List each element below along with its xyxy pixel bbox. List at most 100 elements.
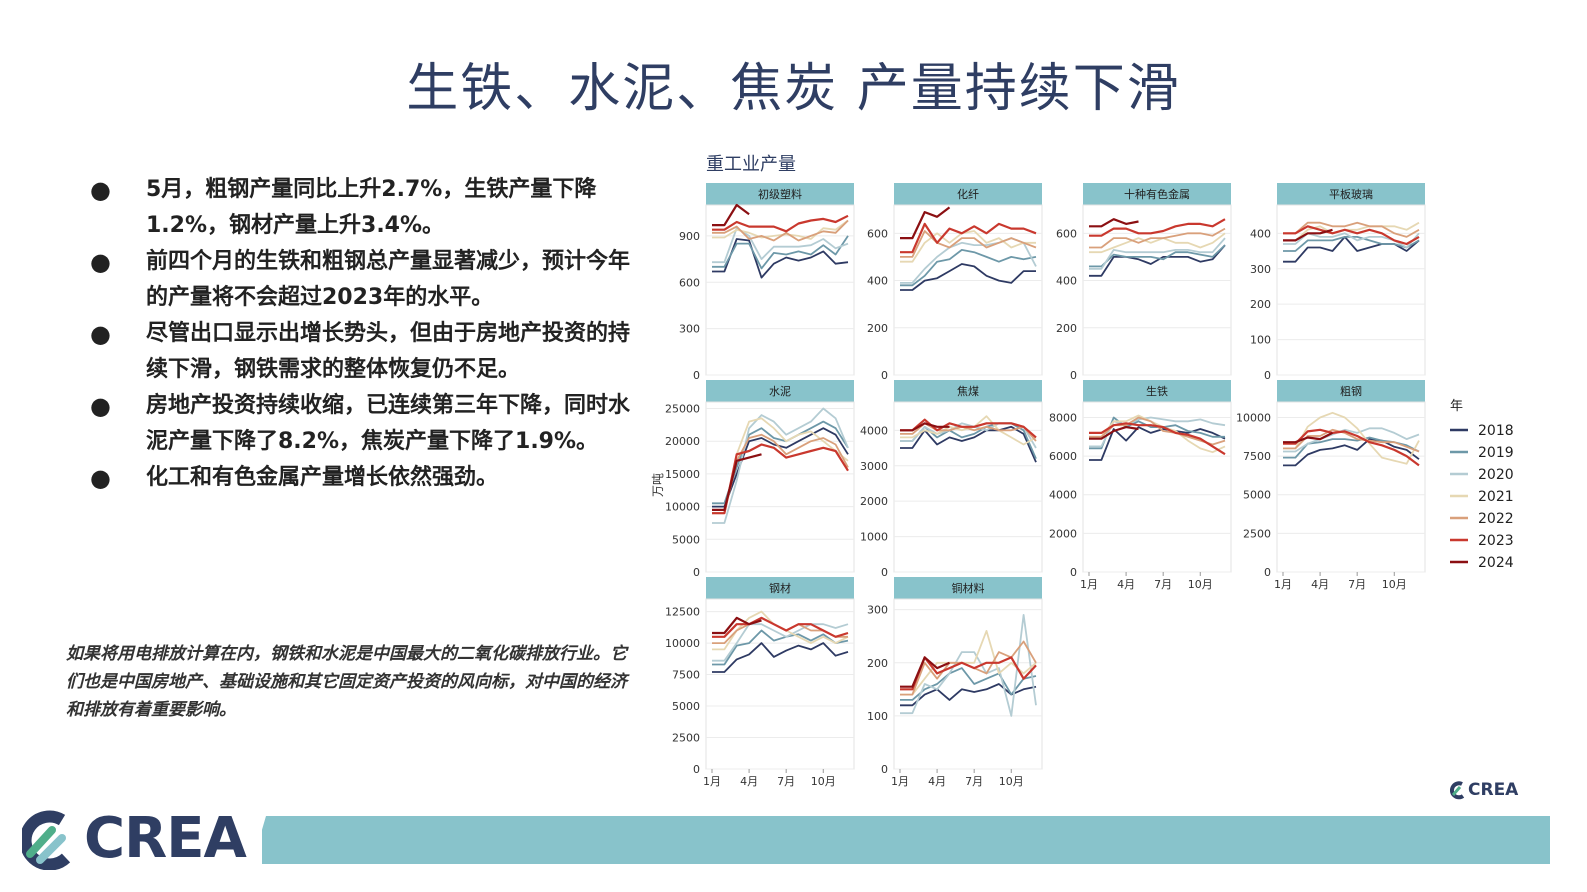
series-line-2023	[712, 214, 849, 233]
series-line-2023	[712, 616, 849, 638]
series-line-2024	[1089, 218, 1139, 228]
series-line-2019	[1089, 244, 1226, 268]
series-line-2024	[712, 203, 750, 227]
bullet-text: 房地产投资持续收缩，已连续第三年下降，同时水泥产量下降了8.2%，焦炭产量下降了…	[146, 393, 631, 454]
panel-title: 平板玻璃	[1329, 187, 1373, 201]
series-line-2019	[900, 249, 1037, 287]
legend-label: 2019	[1478, 445, 1514, 461]
legend-label: 2021	[1478, 489, 1514, 505]
y-tick-label: 20000	[665, 435, 700, 448]
small-logo-text: CREA	[1468, 780, 1519, 800]
series-line-2024	[900, 206, 951, 240]
y-tick-label: 200	[867, 657, 888, 670]
bullet-text: 化工和有色金属产量增长依然强劲。	[146, 465, 499, 490]
bullet-dot-icon: ●	[90, 176, 111, 204]
panel-strip	[706, 577, 854, 599]
panel-plot-area	[705, 598, 855, 770]
series-line-2020	[712, 227, 849, 264]
series-line-2024	[712, 453, 762, 511]
series-line-2021	[1283, 411, 1420, 465]
y-tick-label: 0	[881, 763, 888, 776]
series-line-2021	[900, 630, 1037, 696]
bullet-item: ● 前四个月的生铁和粗钢总产量显著减少，预计今年的产量将不会超过2023年的水平。	[80, 244, 640, 316]
x-tick-label: 7月	[965, 775, 983, 788]
panel-title: 水泥	[769, 385, 791, 398]
legend-title: 年	[1450, 399, 1463, 414]
y-tick-label: 0	[1070, 566, 1077, 579]
panel-title: 粗钢	[1340, 385, 1362, 398]
series-line-2021	[1283, 221, 1420, 242]
x-tick-label: 1月	[1274, 578, 1292, 591]
y-tick-label: 400	[1250, 227, 1271, 240]
bullet-dot-icon: ●	[90, 392, 111, 420]
panel-title: 十种有色金属	[1124, 187, 1190, 201]
bullet-item: ● 尽管出口显示出增长势头，但由于房地产投资的持续下滑，钢铁需求的整体恢复仍不足。	[80, 316, 640, 388]
panel-strip	[894, 380, 1042, 402]
x-tick-label: 4月	[928, 775, 946, 788]
series-line-2021	[712, 219, 849, 240]
y-tick-label: 0	[693, 566, 700, 579]
panel-strip	[1277, 380, 1425, 402]
series-line-2022	[712, 219, 849, 242]
y-tick-label: 25000	[665, 403, 700, 416]
y-tick-label: 5000	[672, 700, 700, 713]
y-tick-label: 400	[1056, 275, 1077, 288]
y-tick-label: 5000	[672, 533, 700, 546]
panel-strip	[894, 183, 1042, 205]
panel-title: 铜材料	[952, 581, 985, 595]
series-line-2023	[1089, 422, 1226, 456]
bullet-item: ● 房地产投资持续收缩，已连续第三年下降，同时水泥产量下降了8.2%，焦炭产量下降…	[80, 388, 640, 460]
y-tick-label: 2000	[860, 495, 888, 508]
y-tick-label: 4000	[860, 424, 888, 437]
page-title: 生铁、水泥、焦炭 产量持续下滑	[406, 59, 1181, 119]
series-line-2020	[712, 407, 849, 524]
y-tick-label: 2000	[1049, 527, 1077, 540]
y-tick-label: 6000	[1049, 450, 1077, 463]
y-tick-label: 200	[1056, 322, 1077, 335]
y-tick-label: 0	[1264, 566, 1271, 579]
series-line-2021	[1089, 414, 1226, 454]
panel-plot-area	[1276, 401, 1426, 573]
logo-text: CREA	[84, 806, 247, 871]
y-tick-label: 10000	[665, 501, 700, 514]
y-tick-label: 300	[679, 323, 700, 336]
y-axis-label: 万吨	[651, 473, 665, 497]
x-tick-label: 7月	[1348, 578, 1366, 591]
x-tick-label: 1月	[703, 775, 721, 788]
series-line-2023	[712, 443, 849, 515]
y-tick-label: 200	[1250, 298, 1271, 311]
series-line-2023	[1283, 428, 1420, 467]
series-line-2020	[900, 614, 1037, 717]
series-line-2018	[900, 263, 1036, 291]
x-tick-label: 4月	[740, 775, 758, 788]
bullet-text: 5月，粗钢产量同比上升2.7%，生铁产量下降1.2%，钢材产量上升3.4%。	[146, 177, 597, 238]
footnote: 如果将用电排放计算在内，钢铁和水泥是中国最大的二氧化碳排放行业。它们也是中国房地…	[66, 644, 627, 720]
y-tick-label: 7500	[672, 669, 700, 682]
y-tick-label: 10000	[665, 637, 700, 650]
footer-band	[262, 816, 1550, 864]
series-line-2018	[712, 642, 849, 673]
series-line-2024	[1283, 228, 1333, 242]
y-tick-label: 15000	[665, 468, 700, 481]
x-tick-label: 7月	[1154, 578, 1172, 591]
y-tick-label: 0	[1070, 369, 1077, 382]
bullet-dot-icon: ●	[90, 464, 111, 492]
y-tick-label: 12500	[665, 606, 700, 619]
series-line-2023	[900, 418, 1037, 439]
x-tick-label: 1月	[1080, 578, 1098, 591]
series-line-2024	[1283, 431, 1333, 444]
bullet-dot-icon: ●	[90, 248, 111, 276]
legend-label: 2022	[1478, 511, 1514, 527]
y-tick-label: 0	[1264, 369, 1271, 382]
series-line-2024	[900, 656, 950, 688]
y-tick-label: 0	[881, 369, 888, 382]
y-tick-label: 8000	[1049, 411, 1077, 424]
y-tick-label: 0	[881, 566, 888, 579]
panel-title: 焦煤	[957, 385, 979, 398]
y-tick-label: 600	[679, 276, 700, 289]
chart-area: 重工业产量 万吨 初级塑料 0 300 600 900 化纤 0 200 400 600 十种有色金属 0…	[640, 140, 1540, 800]
legend-label: 2020	[1478, 467, 1514, 483]
series-line-2022	[1283, 221, 1420, 238]
series-line-2019	[712, 629, 849, 666]
